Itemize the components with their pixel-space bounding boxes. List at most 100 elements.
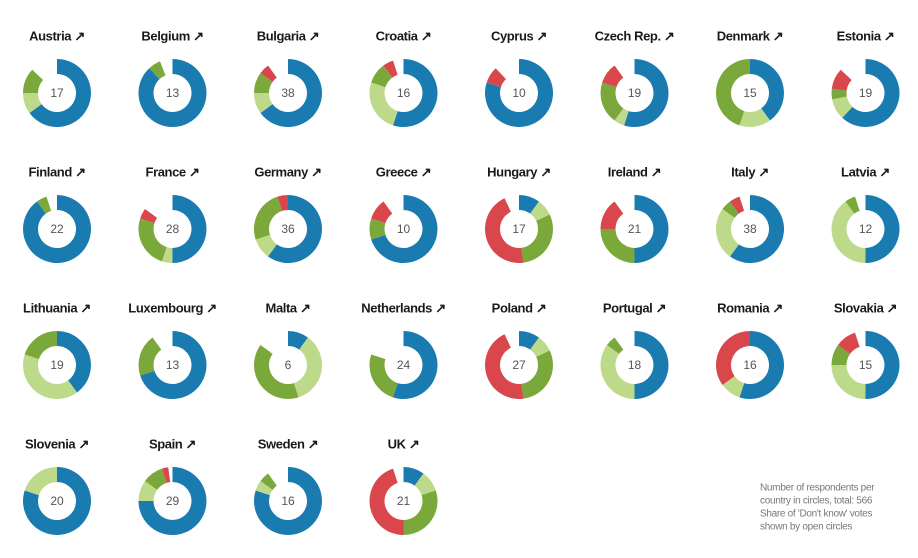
- country-title[interactable]: Italy ↗: [731, 164, 769, 179]
- respondent-count: 16: [281, 494, 295, 508]
- donut-segment: [722, 201, 739, 218]
- donut-segment: [172, 195, 207, 263]
- donut-segment: [138, 59, 207, 127]
- donut-segment: [486, 68, 506, 88]
- country-title[interactable]: Greece ↗: [376, 164, 432, 179]
- donut-segment: [530, 201, 550, 221]
- donut-segment: [57, 331, 91, 393]
- donut-segment: [369, 468, 404, 535]
- country-title[interactable]: Lithuania ↗: [23, 300, 91, 315]
- country-title[interactable]: Denmark ↗: [717, 28, 784, 43]
- respondent-count: 19: [859, 86, 873, 100]
- donut-segment: [519, 195, 539, 214]
- donut-segment: [288, 331, 308, 350]
- country-title[interactable]: Hungary ↗: [487, 164, 551, 179]
- country-title[interactable]: Estonia ↗: [837, 28, 895, 43]
- donut-segment: [37, 196, 52, 214]
- donut-segment: [484, 334, 524, 400]
- donut-segment: [715, 59, 750, 126]
- donut-segment: [29, 59, 92, 128]
- note-line: Share of 'Don't know' votes: [760, 509, 872, 520]
- country-title[interactable]: Malta ↗: [266, 300, 311, 315]
- country-title[interactable]: Croatia ↗: [376, 28, 432, 43]
- country-title[interactable]: Luxembourg ↗: [128, 300, 217, 315]
- donut-segment: [739, 108, 770, 128]
- donut-segment: [530, 337, 550, 357]
- donut-segment: [600, 345, 635, 399]
- respondent-count: 10: [397, 222, 411, 236]
- donut-segment: [521, 350, 553, 399]
- donut-segment: [22, 467, 91, 535]
- respondent-count: 38: [743, 222, 757, 236]
- country-title[interactable]: Bulgaria ↗: [257, 28, 320, 43]
- country-title[interactable]: Slovenia ↗: [25, 436, 89, 451]
- country-title[interactable]: Sweden ↗: [258, 436, 319, 451]
- donut-segment: [254, 73, 273, 93]
- respondent-count: 24: [397, 358, 411, 372]
- donut-segment: [254, 467, 322, 535]
- donut-segment: [369, 354, 398, 398]
- donut-segment: [519, 331, 539, 350]
- donut-segment: [144, 468, 167, 490]
- respondent-count: 21: [397, 494, 411, 508]
- donut-segment: [865, 195, 900, 263]
- note-line: country in circles, total: 566: [760, 496, 873, 507]
- country-title[interactable]: Czech Rep. ↗: [595, 28, 675, 43]
- country-title[interactable]: UK ↗: [388, 436, 420, 451]
- donut-segment: [600, 82, 624, 121]
- respondent-count: 27: [512, 358, 526, 372]
- respondent-count: 10: [512, 86, 526, 100]
- donut-segment: [253, 196, 283, 240]
- donut-segment: [831, 201, 866, 263]
- donut-segment: [602, 65, 624, 88]
- country-title[interactable]: Romania ↗: [717, 300, 783, 315]
- donut-segment: [277, 195, 288, 211]
- country-title[interactable]: Cyprus ↗: [491, 28, 547, 43]
- country-title[interactable]: Germany ↗: [254, 164, 322, 179]
- respondent-count: 38: [281, 86, 295, 100]
- donut-segment: [255, 481, 273, 496]
- donut-segment: [255, 234, 277, 257]
- country-title[interactable]: Portugal ↗: [603, 300, 667, 315]
- respondent-count: 21: [628, 222, 642, 236]
- respondent-count: 13: [166, 86, 180, 100]
- donut-segment: [254, 93, 273, 113]
- country-title[interactable]: Finland ↗: [28, 164, 86, 179]
- respondent-count: 29: [166, 494, 180, 508]
- note-line: shown by open circles: [760, 522, 852, 533]
- donut-segment: [865, 331, 900, 399]
- donut-segment: [23, 93, 42, 113]
- donut-segment: [600, 201, 624, 229]
- respondent-count: 13: [166, 358, 180, 372]
- donut-segment: [521, 214, 553, 263]
- country-title[interactable]: Spain ↗: [149, 436, 197, 451]
- respondent-count: 19: [50, 358, 64, 372]
- donut-segment: [606, 337, 624, 354]
- country-title[interactable]: Ireland ↗: [608, 164, 662, 179]
- donut-segment: [371, 201, 393, 224]
- respondent-count: 6: [285, 358, 292, 372]
- donut-segment: [623, 59, 669, 127]
- donut-segment: [369, 218, 386, 240]
- donut-segment: [842, 59, 900, 128]
- country-title[interactable]: Austria ↗: [29, 28, 85, 43]
- donut-segment: [268, 195, 322, 264]
- donut-segment: [392, 331, 438, 400]
- country-title[interactable]: Latvia ↗: [841, 164, 890, 179]
- country-title[interactable]: Netherlands ↗: [361, 300, 446, 315]
- country-title[interactable]: Slovakia ↗: [834, 300, 898, 315]
- donut-segment: [138, 337, 162, 376]
- donut-segment: [383, 60, 398, 78]
- donut-segment: [831, 69, 852, 91]
- donut-segment: [161, 247, 173, 263]
- donut-segment: [161, 467, 171, 483]
- donut-segment: [837, 332, 860, 354]
- donut-segment: [254, 345, 299, 399]
- donut-segment: [722, 376, 745, 398]
- country-title[interactable]: Poland ↗: [492, 300, 547, 315]
- country-title[interactable]: Belgium ↗: [141, 28, 204, 43]
- respondent-count: 17: [50, 86, 64, 100]
- donut-segment: [371, 65, 393, 88]
- country-title[interactable]: France ↗: [146, 164, 200, 179]
- donut-segment: [293, 337, 322, 398]
